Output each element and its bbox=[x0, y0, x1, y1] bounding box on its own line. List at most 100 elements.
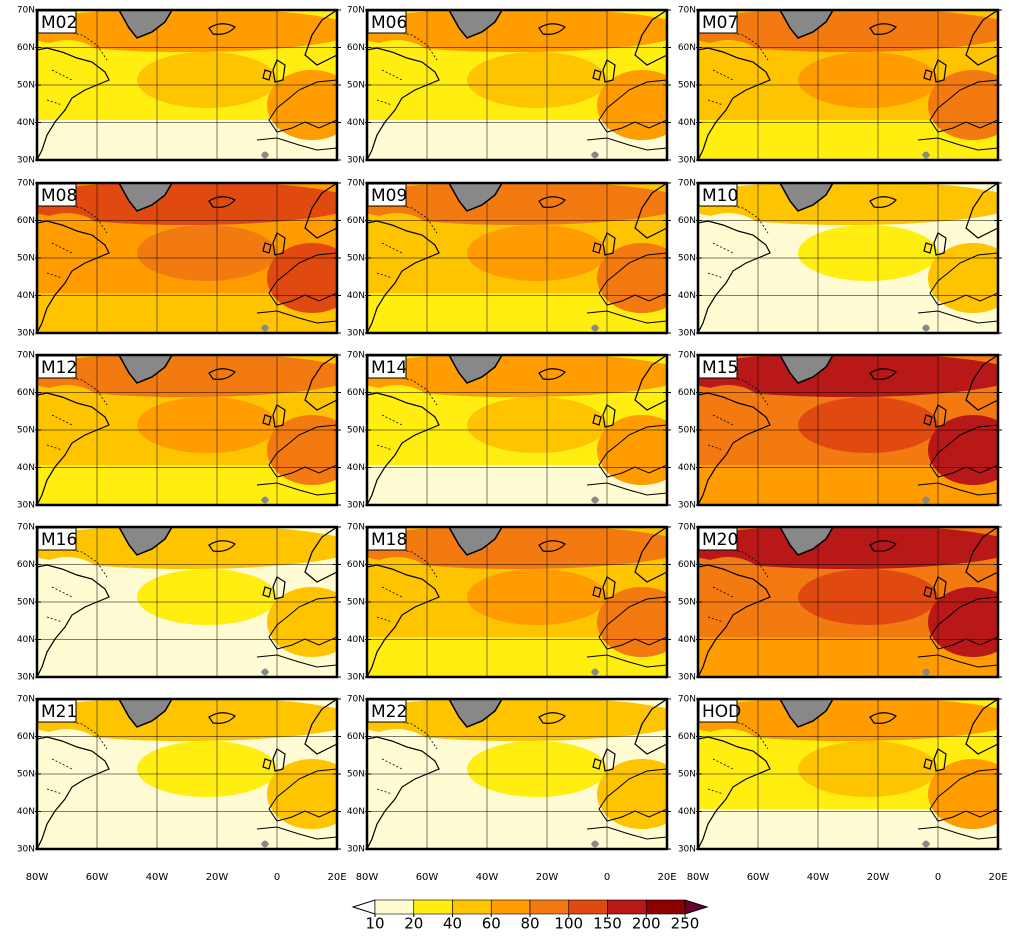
lat-label: 50N bbox=[678, 426, 696, 436]
shade bbox=[367, 699, 667, 741]
lat-label: 70N bbox=[678, 179, 696, 189]
lat-label: 60N bbox=[347, 388, 365, 398]
label-box bbox=[367, 527, 407, 551]
lat-label: 30N bbox=[678, 156, 696, 166]
lat-label: 60N bbox=[347, 216, 365, 226]
lon-label: 20E bbox=[657, 872, 676, 883]
lat-label: 50N bbox=[17, 81, 35, 91]
colorbar-label: 250 bbox=[671, 915, 700, 933]
colorbar-min bbox=[351, 899, 376, 915]
lat-label: 30N bbox=[17, 845, 35, 855]
lat-label: 70N bbox=[347, 523, 365, 533]
shade bbox=[467, 225, 607, 281]
map-panel bbox=[37, 355, 337, 505]
map-panel bbox=[698, 183, 998, 333]
map-panel bbox=[367, 10, 667, 160]
colorbar-box bbox=[645, 899, 686, 915]
lat-label: 70N bbox=[17, 523, 35, 533]
lat-label: 40N bbox=[678, 635, 696, 645]
shade bbox=[37, 355, 337, 397]
lat-label: 60N bbox=[347, 560, 365, 570]
panel-label: M20 bbox=[702, 530, 738, 550]
lon-label: 60W bbox=[747, 872, 770, 883]
lat-label: 40N bbox=[347, 635, 365, 645]
lat-label: 60N bbox=[17, 216, 35, 226]
panel-label: M18 bbox=[371, 530, 407, 550]
lat-label: 40N bbox=[17, 118, 35, 128]
lat-label: 30N bbox=[17, 329, 35, 339]
lat-label: 40N bbox=[17, 291, 35, 301]
lat-label: 40N bbox=[17, 463, 35, 473]
lat-label: 30N bbox=[347, 156, 365, 166]
lat-label: 60N bbox=[678, 732, 696, 742]
colorbar-label: 200 bbox=[632, 915, 661, 933]
label-box bbox=[698, 10, 738, 34]
shade bbox=[698, 10, 998, 52]
lon-label: 0 bbox=[604, 872, 610, 883]
map-panel bbox=[367, 699, 667, 849]
lat-label: 60N bbox=[678, 43, 696, 53]
lat-label: 70N bbox=[17, 6, 35, 16]
panel-label: M22 bbox=[371, 702, 407, 722]
lat-label: 60N bbox=[678, 388, 696, 398]
label-box bbox=[367, 699, 407, 723]
panel-label: M12 bbox=[41, 358, 77, 378]
lat-label: 40N bbox=[347, 291, 365, 301]
lat-label: 70N bbox=[17, 179, 35, 189]
colorbar-label: 60 bbox=[482, 915, 501, 933]
lat-label: 30N bbox=[678, 329, 696, 339]
lat-label: 70N bbox=[17, 351, 35, 361]
lat-label: 40N bbox=[17, 807, 35, 817]
shade bbox=[467, 52, 607, 108]
panel-label: M15 bbox=[702, 358, 738, 378]
panel-label: M14 bbox=[371, 358, 407, 378]
shade bbox=[698, 527, 998, 569]
shade bbox=[467, 741, 607, 797]
shade bbox=[798, 225, 938, 281]
panel-label: M21 bbox=[41, 702, 77, 722]
map-panel bbox=[698, 355, 998, 505]
label-box bbox=[37, 355, 77, 379]
map-panel bbox=[37, 699, 337, 849]
shade bbox=[698, 183, 998, 225]
shade bbox=[798, 569, 938, 625]
shade bbox=[37, 10, 337, 52]
shade bbox=[798, 397, 938, 453]
colorbar-label: 20 bbox=[404, 915, 423, 933]
shade bbox=[798, 52, 938, 108]
shade bbox=[367, 355, 667, 397]
lat-label: 40N bbox=[347, 807, 365, 817]
colorbar-box bbox=[529, 899, 570, 915]
panel-label: M10 bbox=[702, 186, 738, 206]
panel-label: M07 bbox=[702, 13, 738, 33]
colorbar-box bbox=[413, 899, 453, 915]
lat-label: 60N bbox=[17, 732, 35, 742]
shade bbox=[137, 52, 277, 108]
lat-label: 50N bbox=[678, 770, 696, 780]
lat-label: 40N bbox=[678, 807, 696, 817]
shade bbox=[137, 397, 277, 453]
shade bbox=[137, 741, 277, 797]
label-box bbox=[698, 355, 738, 379]
shade bbox=[367, 527, 667, 569]
lon-label: 20W bbox=[206, 872, 229, 883]
lon-label: 80W bbox=[687, 872, 710, 883]
lat-label: 60N bbox=[678, 216, 696, 226]
shade bbox=[467, 569, 607, 625]
label-box bbox=[698, 699, 738, 723]
lat-label: 30N bbox=[17, 501, 35, 511]
lat-label: 60N bbox=[17, 388, 35, 398]
lat-label: 70N bbox=[347, 351, 365, 361]
lat-label: 30N bbox=[17, 673, 35, 683]
shade bbox=[698, 699, 998, 741]
lon-label: 40W bbox=[146, 872, 169, 883]
map-panel bbox=[37, 527, 337, 677]
lat-label: 40N bbox=[347, 118, 365, 128]
lat-label: 30N bbox=[17, 156, 35, 166]
lat-label: 70N bbox=[678, 695, 696, 705]
shade bbox=[37, 699, 337, 741]
lat-label: 50N bbox=[17, 598, 35, 608]
map-panel bbox=[37, 183, 337, 333]
colorbar-box bbox=[568, 899, 608, 915]
